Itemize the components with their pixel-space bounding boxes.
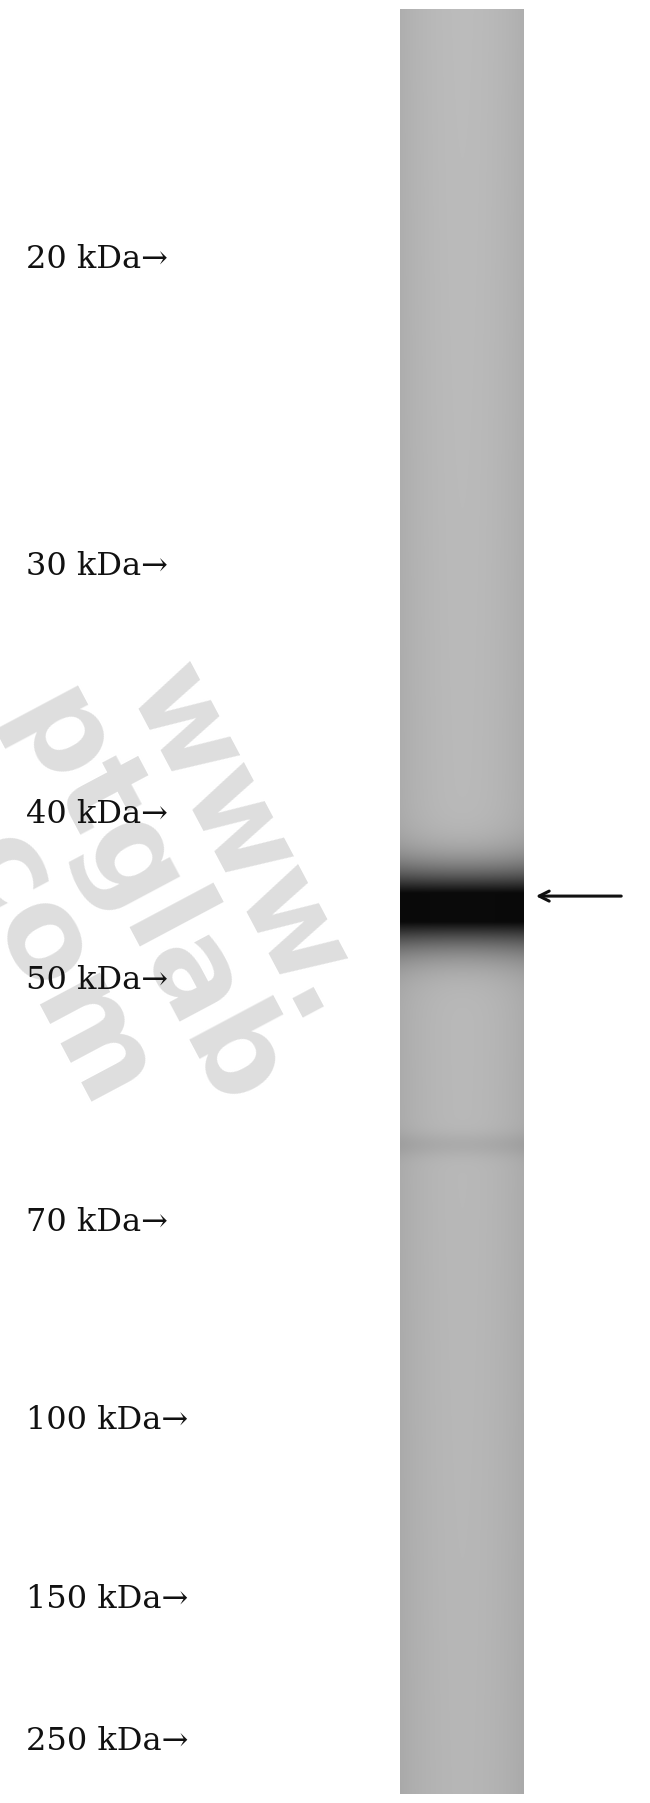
Text: 250 kDa→: 250 kDa→ [26, 1725, 188, 1758]
Text: www.
ptglab
.com: www. ptglab .com [0, 617, 406, 1186]
Text: 100 kDa→: 100 kDa→ [26, 1405, 188, 1437]
Text: 30 kDa→: 30 kDa→ [26, 550, 168, 582]
Text: 20 kDa→: 20 kDa→ [26, 243, 168, 276]
Text: 70 kDa→: 70 kDa→ [26, 1206, 168, 1239]
Text: 150 kDa→: 150 kDa→ [26, 1583, 188, 1615]
Text: 40 kDa→: 40 kDa→ [26, 799, 168, 831]
Text: 50 kDa→: 50 kDa→ [26, 965, 168, 997]
